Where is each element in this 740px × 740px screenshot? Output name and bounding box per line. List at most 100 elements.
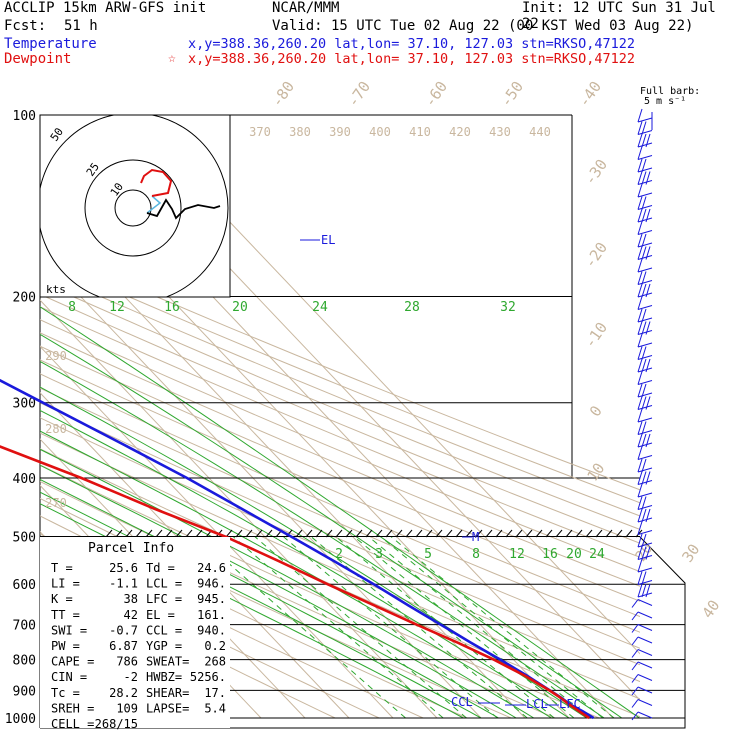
barb-feather	[637, 158, 643, 173]
theta-e-label: 16	[164, 300, 180, 315]
hatch-mark	[425, 529, 433, 538]
wind-barb	[637, 171, 653, 185]
hatch-mark	[285, 529, 293, 538]
theta-label: 280	[45, 422, 67, 436]
isotherm-label: -50	[497, 78, 527, 111]
dry-adiabat	[40, 402, 640, 666]
barb-feather	[641, 421, 647, 435]
wind-barb	[637, 346, 653, 360]
barb-feather	[645, 396, 651, 410]
barb-feather	[637, 108, 643, 123]
barb-staff	[637, 342, 653, 348]
parcel-row-label: CAPE =	[51, 655, 94, 669]
hatch-mark	[585, 529, 593, 538]
barb-feather	[645, 546, 651, 560]
wind-barb	[637, 371, 653, 385]
barb-feather	[641, 233, 647, 248]
theta-label: 290	[45, 349, 67, 363]
pressure-tick-700: 700	[13, 619, 36, 634]
isotherm-label: -60	[421, 78, 451, 111]
hatch-mark	[515, 529, 523, 538]
barb-staff	[637, 167, 653, 173]
barb-feather	[631, 599, 639, 608]
barb-staff	[637, 142, 653, 148]
barb-feather	[641, 321, 647, 335]
barb-feather	[637, 171, 643, 185]
pressure-tick-900: 900	[13, 684, 36, 699]
theta-e-label: 20	[232, 300, 248, 315]
mixing-ratio-label: 20	[566, 547, 582, 562]
hatch-mark	[485, 529, 493, 538]
parcel-row-value: 109	[116, 701, 138, 715]
barb-feather	[637, 396, 643, 410]
wind-barb	[637, 483, 653, 498]
barb-staff	[637, 636, 653, 644]
hodograph-trace-cyan	[146, 195, 162, 214]
mixing-ratio-line	[310, 536, 528, 719]
barb-staff	[637, 611, 653, 619]
isotherm-label: -20	[581, 239, 611, 272]
hatch-mark	[635, 529, 643, 538]
org-label: NCAR/MMM	[272, 0, 340, 16]
barb-staff	[637, 686, 653, 694]
hatch-mark	[465, 529, 473, 538]
wind-barb	[637, 396, 653, 410]
barb-staff	[637, 192, 653, 198]
barb-feather	[631, 699, 639, 708]
dry-adiabat	[40, 281, 640, 530]
hatch-mark	[265, 529, 273, 538]
wind-barb	[637, 571, 653, 585]
barb-feather	[641, 283, 647, 298]
theta-label: 270	[45, 496, 67, 510]
isotherm-line	[40, 345, 394, 719]
wind-barb	[637, 546, 653, 560]
wind-barb	[637, 521, 653, 535]
lcl-marker: LCL	[526, 697, 548, 711]
hodo-ring-25: 25	[84, 160, 102, 178]
hatch-mark	[145, 529, 153, 538]
barb-staff	[637, 130, 653, 135]
pressure-tick-500: 500	[13, 530, 36, 545]
theta-label: 420	[449, 125, 471, 139]
barb-feather	[637, 296, 643, 310]
barb-feather	[641, 133, 647, 148]
theta-e-label: 12	[109, 300, 125, 315]
parcel-row-value2: 5.4	[204, 701, 226, 715]
hatch-mark	[605, 529, 613, 538]
dry-adiabat	[40, 345, 640, 602]
barb-feather	[641, 308, 647, 323]
barb-feather	[641, 121, 647, 135]
barb-feather	[637, 421, 643, 435]
barb-feather	[637, 146, 643, 160]
parcel-row-label: SWI =	[51, 623, 87, 637]
parcel-row-value: -1.1	[109, 577, 138, 591]
hatch-mark	[555, 529, 563, 538]
wind-barb	[631, 624, 653, 633]
parcel-row-label2: LFC =	[146, 592, 182, 606]
temperature-legend: Temperature	[4, 36, 97, 52]
parcel-row-label2: EL =	[146, 608, 175, 622]
barb-feather	[637, 183, 643, 198]
parcel-row-value2: 24.6	[197, 561, 226, 575]
wind-barb	[637, 446, 653, 460]
barb-staff	[637, 305, 653, 310]
wind-barb	[631, 674, 653, 683]
mixing-ratio-line	[282, 536, 498, 719]
barb-staff	[637, 317, 653, 323]
barb-feather	[641, 571, 647, 585]
barb-staff	[637, 242, 653, 248]
barb-staff	[637, 455, 653, 460]
lfc-marker: LFC	[559, 697, 581, 711]
parcel-row-value: 786	[116, 655, 138, 669]
parcel-row-label: CELL =	[51, 717, 94, 731]
barb-staff	[637, 292, 653, 298]
barb-staff	[637, 330, 653, 335]
barb-feather	[641, 158, 647, 173]
mixing-ratio-labels: 2 3 5 8 12 16 20 24	[335, 547, 605, 562]
barb-feather	[645, 358, 651, 373]
hatch-mark	[535, 529, 543, 538]
barb-staff	[637, 230, 653, 235]
barb-staff	[637, 480, 653, 485]
hatch-mark	[365, 529, 373, 538]
wind-barb	[637, 158, 653, 173]
